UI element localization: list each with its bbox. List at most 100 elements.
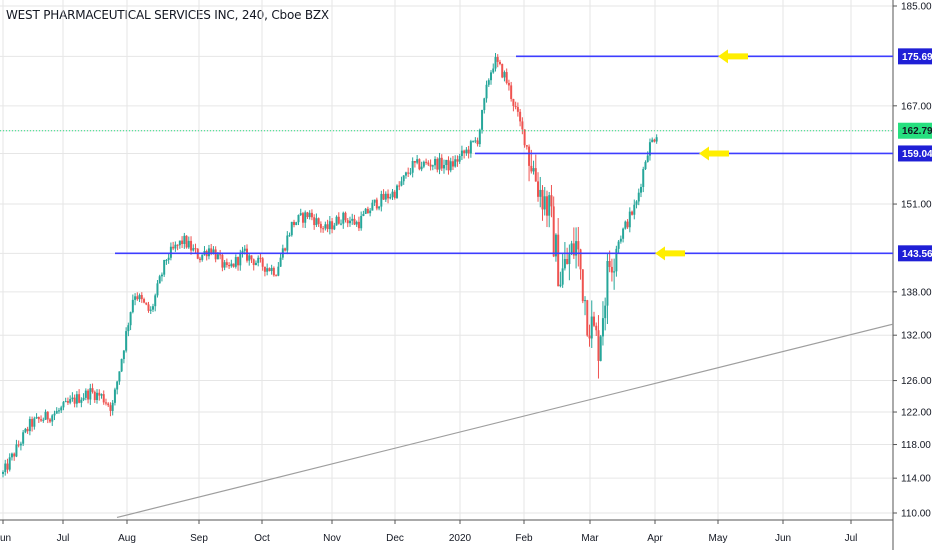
level-tag xyxy=(898,145,932,162)
candle-body xyxy=(409,172,412,174)
candle-body xyxy=(51,415,54,422)
candle-body xyxy=(577,241,580,250)
candle-body xyxy=(351,218,354,221)
candle-body xyxy=(24,428,27,433)
candle-body xyxy=(342,212,345,224)
candle-body xyxy=(599,336,602,361)
candle-body xyxy=(4,463,7,472)
x-tick-label: Oct xyxy=(254,533,270,544)
candle-body xyxy=(575,241,578,256)
candle-body xyxy=(319,223,322,229)
candle-body xyxy=(259,257,262,259)
candle-body xyxy=(129,312,132,326)
candle-body xyxy=(427,162,430,165)
candle-body xyxy=(140,295,143,300)
candle-body xyxy=(651,139,654,143)
candle-body xyxy=(60,407,63,411)
x-tick-label: Nov xyxy=(323,533,341,544)
candle-body xyxy=(640,187,643,193)
candle-body xyxy=(270,267,273,272)
candle-body xyxy=(299,213,302,215)
candle-body xyxy=(207,248,210,257)
candle-body xyxy=(537,181,540,197)
candle-body xyxy=(494,57,497,69)
candle-body xyxy=(96,392,99,401)
candle-body xyxy=(422,161,425,167)
candle-body xyxy=(534,168,537,182)
level-tag-label: 159.04 xyxy=(902,149,932,160)
candle-body xyxy=(568,254,571,265)
candle-body xyxy=(239,253,242,266)
candle-body xyxy=(530,165,533,172)
candle-body xyxy=(293,221,296,225)
candle-body xyxy=(362,213,365,216)
y-tick-label: 110.00 xyxy=(901,509,931,520)
candle-body xyxy=(234,257,237,267)
candle-body xyxy=(443,165,446,169)
y-tick-label: 122.00 xyxy=(901,408,932,419)
candle-body xyxy=(187,240,190,248)
candle-body xyxy=(333,225,336,230)
candle-body xyxy=(615,248,618,272)
y-tick-label: 126.00 xyxy=(901,376,932,387)
candle-body xyxy=(590,316,593,339)
x-tick-label: Jun xyxy=(0,533,11,544)
candle-body xyxy=(69,399,72,403)
x-tick-label: Feb xyxy=(515,533,533,544)
candle-body xyxy=(644,161,647,170)
candle-body xyxy=(223,262,226,268)
candle-body xyxy=(378,206,381,209)
candle-body xyxy=(528,146,531,166)
candle-body xyxy=(503,72,506,78)
candle-body xyxy=(635,201,638,205)
candle-body xyxy=(561,268,564,285)
candle-body xyxy=(73,397,76,404)
candle-body xyxy=(221,254,224,268)
candle-body xyxy=(301,213,304,223)
candle-body xyxy=(181,240,184,244)
candle-body xyxy=(261,258,264,267)
candle-body xyxy=(505,72,508,83)
candle-body xyxy=(37,416,40,420)
candle-body xyxy=(559,284,562,287)
candle-body xyxy=(373,199,376,203)
candle-body xyxy=(449,161,452,171)
candle-body xyxy=(201,254,204,260)
candle-body xyxy=(216,254,219,260)
candle-body xyxy=(143,299,146,303)
candle-body xyxy=(268,268,271,272)
candle-body xyxy=(228,265,231,267)
candle-body xyxy=(304,212,307,223)
candle-body xyxy=(360,215,363,229)
candle-body xyxy=(134,296,137,300)
candle-body xyxy=(496,57,499,62)
candle-body xyxy=(306,212,309,218)
candle-body xyxy=(158,276,161,284)
candle-body xyxy=(13,453,16,457)
candle-body xyxy=(606,261,609,306)
candle-body xyxy=(154,295,157,307)
candle-body xyxy=(454,159,457,167)
candle-body xyxy=(633,204,636,215)
last-price-tag xyxy=(898,122,932,139)
candle-body xyxy=(107,403,110,406)
candle-body xyxy=(328,221,331,230)
x-tick-label: Aug xyxy=(118,533,136,544)
candle-body xyxy=(44,411,47,420)
candle-body xyxy=(340,223,343,225)
candle-body xyxy=(190,240,193,251)
candle-body xyxy=(284,248,287,251)
candle-body xyxy=(138,295,141,300)
candle-body xyxy=(584,300,587,302)
candle-body xyxy=(6,463,9,470)
candle-body xyxy=(371,202,374,211)
candle-body xyxy=(198,258,201,260)
candle-body xyxy=(252,259,255,266)
candle-body xyxy=(113,389,116,403)
level-tag-label: 175.69 xyxy=(902,52,932,63)
candle-body xyxy=(277,266,280,276)
candle-body xyxy=(375,199,378,209)
candle-body xyxy=(579,249,582,270)
candle-body xyxy=(366,208,369,214)
